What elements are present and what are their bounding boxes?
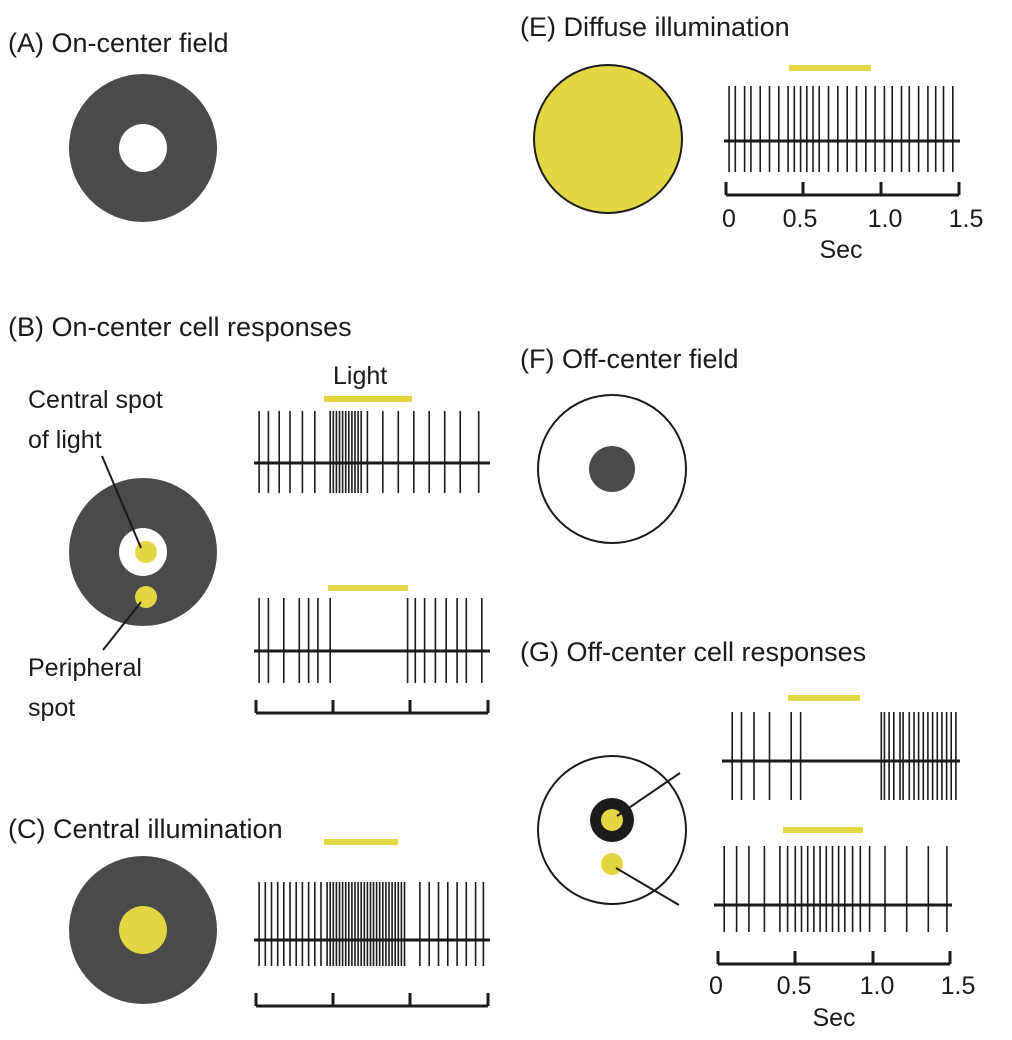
off-center-field-center: [589, 446, 635, 492]
c-center-illumination-spot: [119, 906, 167, 954]
g-tick-label: 1.5: [941, 972, 976, 1000]
b-central-spike-train: [254, 411, 490, 493]
on-center-field-center: [119, 124, 167, 172]
panel-c-title: (C) Central illumination: [8, 814, 283, 844]
panel-g: (G) Off-center cell responses 0 0.5 1.0 …: [520, 637, 975, 1032]
g-peripheral-pointer: [615, 867, 680, 906]
g-peripheral-spike-train: [714, 846, 952, 932]
e-tick-label: 1.5: [949, 205, 984, 233]
light-label: Light: [333, 362, 387, 390]
g-peripheral-light-spot: [601, 853, 623, 875]
e-diffuse-illumination-field: [533, 64, 683, 214]
panel-a-title: (A) On-center field: [8, 28, 229, 58]
panel-g-title: (G) Off-center cell responses: [520, 637, 866, 667]
peripheral-spot-label-line2: spot: [28, 694, 75, 722]
panel-b-title: (B) On-center cell responses: [8, 312, 352, 342]
e-tick-label: 0.5: [783, 205, 818, 233]
g-central-pointer: [616, 772, 681, 817]
g-axis-label: Sec: [812, 1004, 855, 1032]
panel-b: (B) On-center cell responses Light Centr…: [8, 312, 490, 722]
b-peripheral-spike-train: [254, 598, 490, 683]
central-spot-label-line1: Central spot: [28, 386, 163, 414]
panel-a: (A) On-center field: [8, 28, 229, 222]
e-axis-label: Sec: [819, 236, 862, 264]
g-central-light-spot: [601, 809, 623, 831]
c-time-axis: [254, 993, 490, 1008]
e-spike-train: [724, 86, 960, 172]
g-central-spike-train: [722, 712, 960, 800]
peripheral-spot-label-line1: Peripheral: [28, 654, 142, 682]
g-tick-label: 1.0: [860, 972, 895, 1000]
b-time-axis: [254, 700, 490, 715]
panel-f-title: (F) Off-center field: [520, 344, 739, 374]
panel-c: (C) Central illumination: [8, 814, 490, 1008]
central-light-spot: [135, 541, 157, 563]
c-spike-train: [254, 882, 490, 966]
peripheral-spot-pointer: [102, 601, 142, 651]
e-tick-label: 1.0: [868, 205, 903, 233]
central-spot-pointer: [101, 455, 142, 549]
panel-e-title: (E) Diffuse illumination: [520, 12, 790, 42]
panel-e: (E) Diffuse illumination 0 0.5 1.0 1.5 S…: [520, 12, 983, 264]
central-spot-label-line2: of light: [28, 426, 102, 454]
e-time-axis: 0 0.5 1.0 1.5 Sec: [722, 182, 983, 264]
g-tick-label: 0.5: [777, 972, 812, 1000]
panel-f: (F) Off-center field: [520, 344, 739, 544]
g-time-axis: 0 0.5 1.0 1.5 Sec: [709, 951, 975, 1032]
e-tick-label: 0: [722, 205, 736, 233]
g-tick-label: 0: [709, 972, 723, 1000]
